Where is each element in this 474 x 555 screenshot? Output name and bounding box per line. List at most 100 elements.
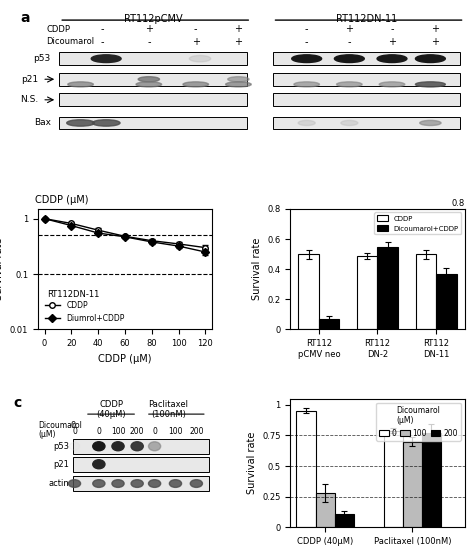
Ellipse shape: [341, 120, 358, 125]
FancyBboxPatch shape: [59, 52, 247, 65]
Ellipse shape: [294, 82, 319, 87]
Text: +: +: [235, 24, 242, 34]
Text: p21: p21: [21, 75, 38, 84]
Ellipse shape: [136, 82, 162, 87]
Ellipse shape: [228, 77, 249, 82]
Text: RT112DN-11: RT112DN-11: [336, 14, 397, 24]
Ellipse shape: [337, 82, 362, 87]
Text: -: -: [194, 24, 198, 34]
Text: -: -: [100, 24, 104, 34]
Text: 100: 100: [168, 427, 182, 436]
Y-axis label: Survival rate: Survival rate: [0, 238, 4, 300]
Text: a: a: [21, 11, 30, 25]
FancyBboxPatch shape: [273, 52, 460, 65]
Bar: [416, 254, 436, 330]
Text: -: -: [305, 37, 309, 47]
Bar: [335, 514, 354, 527]
Y-axis label: Survival rate: Survival rate: [246, 432, 256, 494]
FancyBboxPatch shape: [273, 73, 460, 85]
Text: actin: actin: [48, 479, 69, 488]
Text: -: -: [305, 24, 309, 34]
Ellipse shape: [190, 480, 202, 487]
Ellipse shape: [138, 77, 159, 82]
Ellipse shape: [169, 480, 182, 487]
Ellipse shape: [112, 442, 124, 451]
Text: CDDP (μM): CDDP (μM): [35, 195, 88, 205]
Text: +: +: [145, 24, 153, 34]
Text: (μM): (μM): [38, 430, 55, 438]
Ellipse shape: [415, 55, 445, 63]
Bar: [422, 433, 441, 527]
Ellipse shape: [67, 120, 94, 126]
Ellipse shape: [148, 480, 161, 487]
Text: Dicoumarol: Dicoumarol: [46, 37, 95, 47]
Ellipse shape: [112, 480, 124, 487]
Bar: [377, 246, 398, 330]
Ellipse shape: [334, 55, 364, 63]
Text: p21: p21: [54, 460, 69, 469]
Ellipse shape: [377, 55, 407, 63]
Text: 200: 200: [130, 427, 145, 436]
Text: +: +: [346, 24, 353, 34]
Ellipse shape: [69, 442, 80, 450]
Bar: [383, 431, 403, 527]
FancyBboxPatch shape: [59, 117, 247, 129]
Ellipse shape: [91, 55, 121, 63]
FancyBboxPatch shape: [73, 457, 209, 472]
Text: 0: 0: [70, 421, 75, 430]
Text: +: +: [388, 37, 396, 47]
Text: RT112pCMV: RT112pCMV: [124, 14, 182, 24]
Text: 0.8: 0.8: [451, 199, 465, 209]
Bar: [319, 319, 339, 330]
Text: Dicoumarol: Dicoumarol: [38, 421, 82, 430]
FancyBboxPatch shape: [73, 476, 209, 491]
X-axis label: CDDP (μM): CDDP (μM): [98, 354, 152, 364]
Bar: [297, 411, 316, 527]
Ellipse shape: [419, 120, 441, 125]
Text: +: +: [192, 37, 200, 47]
Y-axis label: Survival rate: Survival rate: [252, 238, 262, 300]
Ellipse shape: [148, 442, 161, 451]
Text: CDDP: CDDP: [99, 400, 123, 409]
Text: c: c: [14, 396, 22, 410]
Ellipse shape: [298, 120, 315, 125]
Legend: CDDP, Diumrol+CDDP: CDDP, Diumrol+CDDP: [42, 297, 128, 326]
Text: 0: 0: [152, 427, 157, 436]
Text: Bax: Bax: [34, 118, 51, 128]
Legend: CDDP, Dicoumarol+CDDP: CDDP, Dicoumarol+CDDP: [374, 213, 461, 234]
Ellipse shape: [379, 82, 405, 87]
Text: -: -: [100, 37, 104, 47]
Text: Paclitaxel: Paclitaxel: [148, 400, 189, 409]
FancyBboxPatch shape: [73, 438, 209, 454]
FancyBboxPatch shape: [273, 93, 460, 106]
Ellipse shape: [292, 55, 321, 63]
Bar: [436, 274, 456, 330]
Ellipse shape: [183, 82, 209, 87]
Text: +: +: [431, 37, 438, 47]
Text: 0: 0: [72, 427, 77, 436]
Text: (100nM): (100nM): [151, 410, 186, 419]
Text: 200: 200: [189, 427, 204, 436]
Ellipse shape: [93, 460, 105, 469]
Text: 100: 100: [111, 427, 125, 436]
Bar: [316, 493, 335, 527]
Text: -: -: [390, 24, 394, 34]
Bar: [357, 256, 377, 330]
Ellipse shape: [189, 56, 210, 62]
Bar: [403, 442, 422, 527]
Ellipse shape: [131, 442, 143, 451]
Text: -: -: [347, 37, 351, 47]
Text: 0: 0: [96, 427, 101, 436]
Ellipse shape: [131, 480, 143, 487]
Ellipse shape: [68, 82, 93, 87]
Ellipse shape: [415, 82, 445, 87]
Legend: 0, 100, 200: 0, 100, 200: [376, 402, 461, 441]
Text: p53: p53: [34, 54, 51, 63]
Ellipse shape: [92, 120, 120, 126]
FancyBboxPatch shape: [273, 117, 460, 129]
Ellipse shape: [68, 480, 81, 487]
Ellipse shape: [226, 82, 251, 87]
Text: (40μM): (40μM): [96, 410, 126, 419]
Text: RT112DN-11: RT112DN-11: [46, 290, 99, 299]
Ellipse shape: [93, 442, 105, 451]
